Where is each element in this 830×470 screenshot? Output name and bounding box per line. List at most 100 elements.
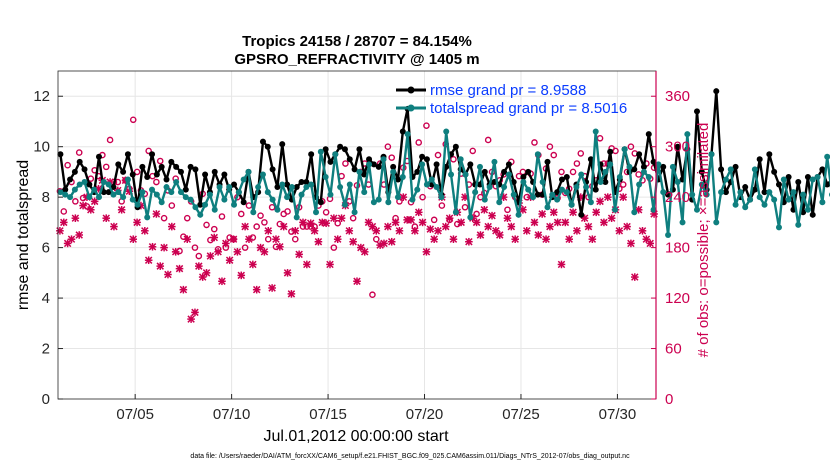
totalspread-point <box>674 179 681 186</box>
totalspread-point <box>558 186 565 193</box>
obs-possible-point <box>546 143 554 150</box>
totalspread-point <box>346 181 353 188</box>
rmse-point <box>361 171 368 178</box>
totalspread-point <box>689 191 696 198</box>
totalspread-point <box>76 181 83 188</box>
rmse-point <box>481 168 488 175</box>
obs-possible-point <box>284 208 291 215</box>
totalspread-point <box>616 173 623 180</box>
totalspread-point <box>665 232 672 238</box>
totalspread-point <box>679 219 686 226</box>
rmse-point <box>693 108 700 115</box>
obs-possible-point <box>619 181 627 188</box>
totalspread-point <box>419 161 426 168</box>
totalspread-point <box>139 189 146 196</box>
totalspread-point <box>520 179 527 186</box>
rmse-point <box>819 166 826 173</box>
totalspread-point <box>293 214 300 221</box>
obs-assimilated-point <box>600 218 608 227</box>
rmse-point <box>751 186 758 193</box>
totalspread-point <box>428 176 435 183</box>
rmse-point <box>163 176 170 183</box>
totalspread-point <box>597 179 604 186</box>
obs-assimilated-point <box>326 260 334 269</box>
totalspread-point <box>149 186 156 193</box>
obs-assimilated-point <box>303 260 311 269</box>
totalspread-point <box>255 184 262 191</box>
obs-assimilated-point <box>222 239 230 248</box>
y-tick-label: 6 <box>42 240 50 257</box>
y-tick-right-label: 120 <box>665 290 690 307</box>
rmse-point <box>115 161 122 168</box>
rmse-point <box>452 143 459 150</box>
rmse-point <box>631 166 638 173</box>
obs-assimilated-point <box>59 218 68 227</box>
obs-assimilated-point <box>79 201 87 210</box>
rmse-point <box>375 163 382 170</box>
rmse-point <box>650 158 657 165</box>
obs-assimilated-point <box>553 218 562 227</box>
obs-assimilated-point <box>391 218 400 227</box>
totalspread-point <box>621 146 628 153</box>
rmse-point <box>766 151 773 158</box>
totalspread-point <box>491 158 498 165</box>
obs-possible-point <box>303 223 311 230</box>
totalspread-point <box>308 181 315 188</box>
totalspread-point <box>337 184 344 191</box>
totalspread-point <box>173 179 180 186</box>
obs-assimilated-point <box>434 226 442 235</box>
totalspread-point <box>544 204 551 211</box>
y-axis-label: rmse and totalspread <box>15 160 32 310</box>
totalspread-point <box>481 196 488 203</box>
totalspread-point <box>356 168 363 175</box>
obs-possible-point <box>330 244 338 251</box>
totalspread-point <box>120 194 127 201</box>
y-axis-right-label: # of obs: o=possible; ×=assimilated <box>695 123 712 358</box>
x-tick-label: 07/30 <box>599 406 637 423</box>
obs-assimilated-point <box>426 225 435 233</box>
obs-assimilated-point <box>117 205 126 214</box>
obs-possible-point <box>635 171 642 178</box>
obs-possible-point <box>469 147 477 155</box>
totalspread-point <box>404 131 411 138</box>
totalspread-point <box>756 194 763 201</box>
totalspread-point <box>684 131 691 138</box>
y-tick-label: 4 <box>42 290 50 307</box>
y-tick-label: 0 <box>42 391 50 408</box>
rmse-point <box>298 179 305 186</box>
obs-assimilated-point <box>411 226 419 235</box>
obs-possible-point <box>160 214 168 222</box>
rmse-point <box>110 184 117 191</box>
obs-assimilated-point <box>372 226 381 235</box>
y-axis-right: 0 60 120 180 240 300 360 <box>651 71 690 408</box>
rmse-point <box>105 189 112 196</box>
obs-possible-point <box>264 235 272 243</box>
rmse-point <box>322 146 329 153</box>
rmse-point <box>341 146 348 153</box>
rmse-point <box>563 173 570 180</box>
rmse-point <box>775 181 782 188</box>
obs-assimilated-point <box>283 269 292 277</box>
rmse-point <box>419 153 426 160</box>
rmse-point <box>346 156 353 163</box>
totalspread-point <box>660 189 667 196</box>
totalspread-point <box>486 184 493 191</box>
rmse-point <box>308 151 315 158</box>
obs-possible-point <box>237 210 245 218</box>
totalspread-point <box>534 151 541 158</box>
obs-possible-point <box>257 212 264 219</box>
totalspread-point <box>390 168 397 175</box>
totalspread-point <box>284 194 291 201</box>
rmse-point <box>587 156 594 163</box>
rmse-point <box>81 166 88 173</box>
y-tick-label: 2 <box>42 341 50 358</box>
obs-assimilated-point <box>349 237 357 246</box>
obs-assimilated-point <box>90 197 99 206</box>
rmse-point <box>158 163 165 170</box>
obs-assimilated-point <box>141 226 149 235</box>
obs-assimilated-point <box>476 231 485 239</box>
obs-assimilated-point <box>603 193 612 201</box>
totalspread-point <box>366 161 373 168</box>
rmse-point <box>221 171 228 178</box>
rmse-point <box>602 179 609 186</box>
